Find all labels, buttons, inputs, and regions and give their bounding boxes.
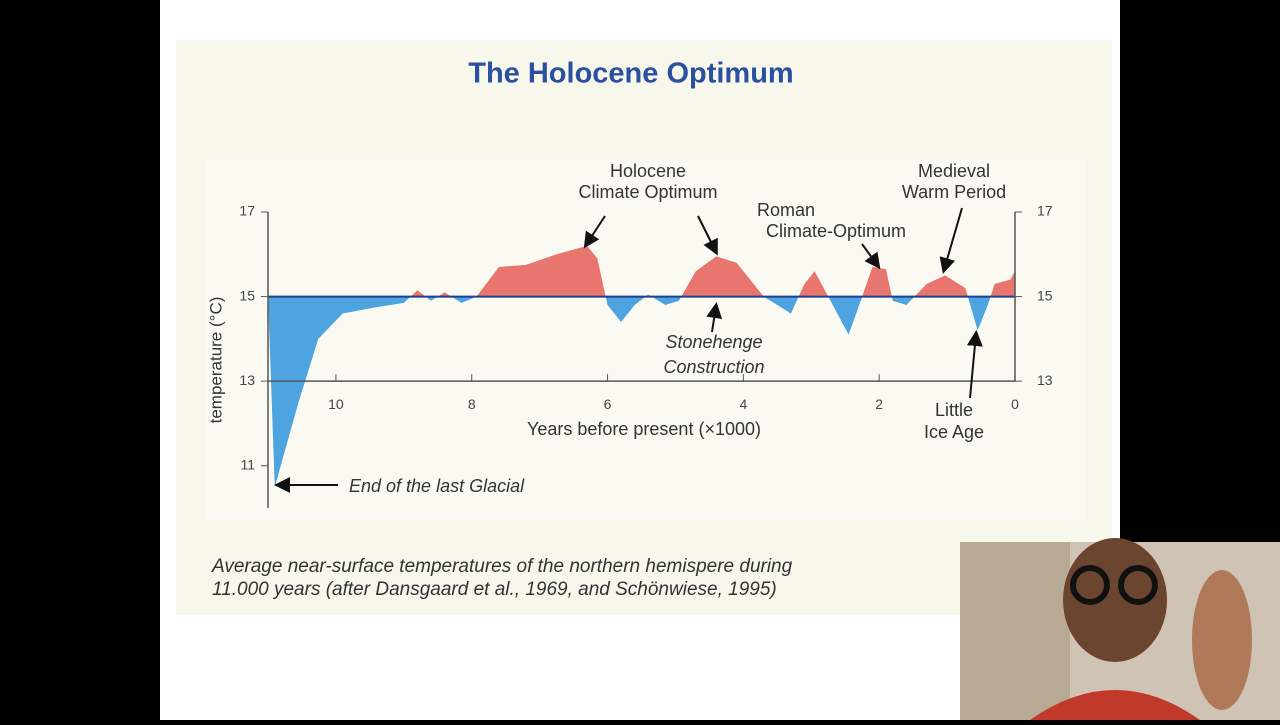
arrow	[966, 330, 983, 399]
x-tick-label: 10	[328, 396, 344, 412]
annotation: Roman	[757, 200, 815, 220]
annotation: Ice Age	[924, 422, 984, 442]
arrow	[706, 302, 723, 333]
arrow	[697, 215, 718, 256]
chart-title: The Holocene Optimum	[468, 58, 793, 90]
y-tick-label: 15	[239, 287, 255, 303]
curtain	[960, 542, 1070, 720]
annotations: Holocene Climate Optimum Roman Climate-O…	[274, 161, 1006, 496]
glasses	[1118, 565, 1158, 605]
plot: 11 13 15 17 13 15 17 10 8 6 4 2 0 Years before presen…	[206, 203, 1053, 508]
x-axis-label: Years before present (×1000)	[527, 419, 761, 439]
arrow	[939, 207, 963, 274]
caption: Average near-surface temperatures of the…	[211, 556, 793, 577]
y2-tick-label: 13	[1037, 372, 1053, 388]
annotation: Climate Optimum	[578, 182, 717, 202]
arrow	[861, 243, 881, 270]
annotation: Warm Period	[902, 182, 1006, 202]
y2-tick-label: 17	[1037, 203, 1053, 219]
annotation: Medieval	[918, 161, 990, 181]
webcam-overlay	[960, 538, 1280, 720]
shirt	[1030, 690, 1200, 720]
annotation: Little	[935, 400, 973, 420]
glasses	[1070, 565, 1110, 605]
caption: 11.000 years (after Dansgaard et al., 19…	[212, 579, 777, 600]
x-tick-label: 8	[468, 396, 476, 412]
hand	[1192, 570, 1252, 710]
x-tick-label: 6	[604, 396, 612, 412]
x-tick-label: 0	[1011, 396, 1019, 412]
annotation: End of the last Glacial	[349, 476, 525, 496]
arrow	[583, 215, 606, 249]
y-tick-label: 13	[239, 372, 255, 388]
y-tick-label: 11	[240, 456, 255, 472]
y-tick-label: 17	[239, 203, 255, 219]
annotation: Climate-Optimum	[766, 221, 906, 241]
x-tick-label: 4	[739, 396, 747, 412]
annotation: Construction	[663, 357, 764, 377]
plot-panel	[205, 160, 1085, 520]
annotation: Holocene	[610, 161, 686, 181]
y2-tick-label: 15	[1037, 287, 1053, 303]
annotation: Stonehenge	[665, 332, 762, 352]
y-axis-label: temperature (°C)	[206, 297, 225, 424]
x-tick-label: 2	[875, 396, 883, 412]
